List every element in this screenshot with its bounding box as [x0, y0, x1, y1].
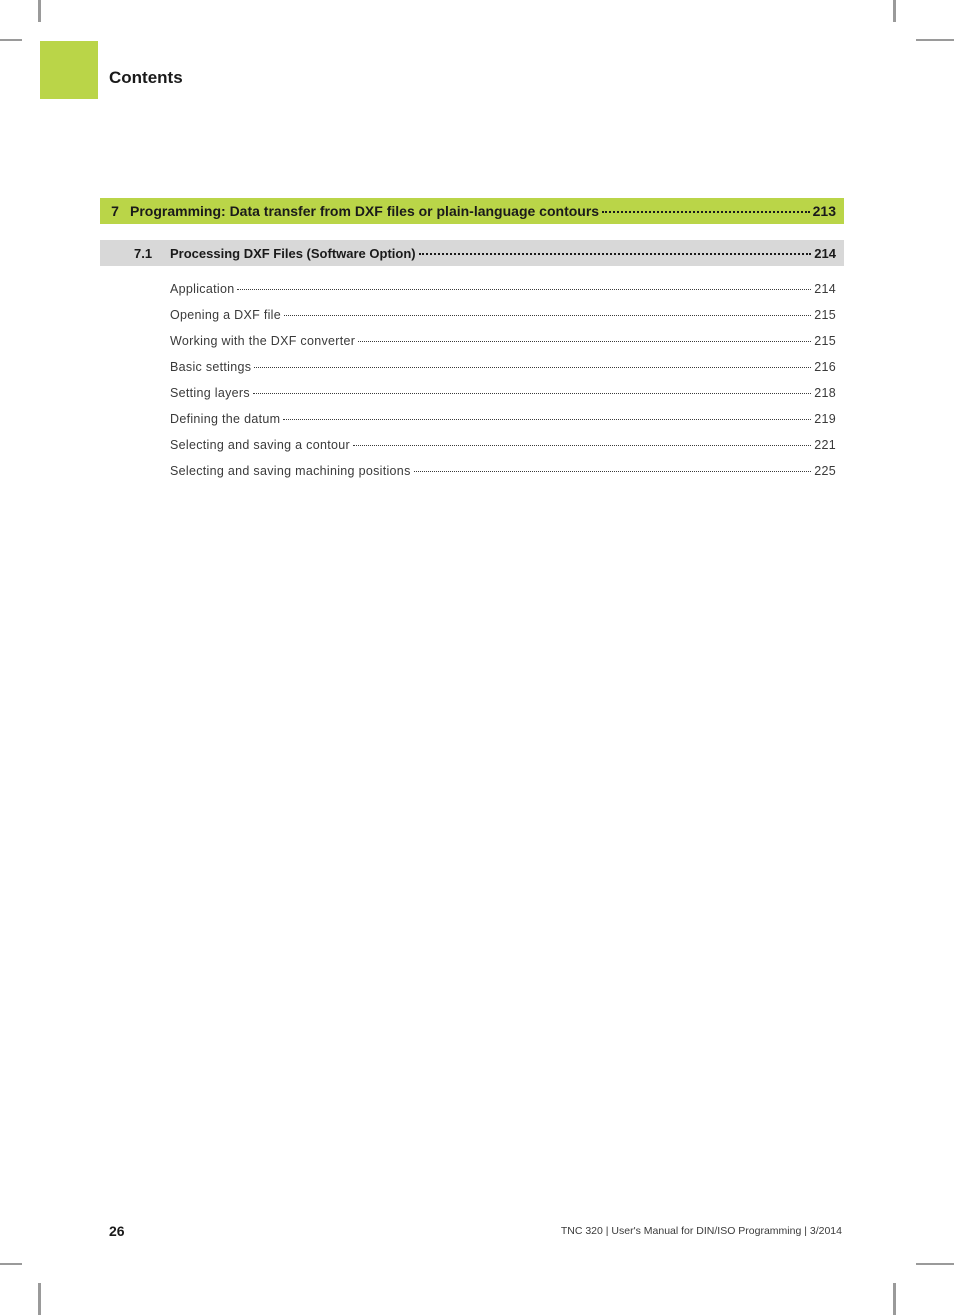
entry-page: 218 — [814, 386, 836, 400]
toc-entry: Working with the DXF converter 215 — [170, 334, 844, 348]
entry-label: Selecting and saving machining positions — [170, 464, 411, 478]
entry-page: 215 — [814, 334, 836, 348]
crop-mark — [893, 1283, 896, 1315]
section-row: 7.1 Processing DXF Files (Software Optio… — [100, 240, 844, 266]
leader-dots — [414, 471, 812, 472]
crop-mark — [916, 1263, 954, 1265]
entry-page: 221 — [814, 438, 836, 452]
entry-page: 214 — [814, 282, 836, 296]
section-page: 214 — [814, 246, 836, 261]
toc-entry: Selecting and saving a contour 221 — [170, 438, 844, 452]
entry-label: Opening a DXF file — [170, 308, 281, 322]
chapter-row: 7 Programming: Data transfer from DXF fi… — [100, 198, 844, 224]
section-title: Processing DXF Files (Software Option) 2… — [170, 246, 844, 261]
leader-dots — [254, 367, 811, 368]
leader-dots — [284, 315, 811, 316]
crop-mark — [0, 39, 22, 41]
entry-label: Application — [170, 282, 234, 296]
toc-entry: Application 214 — [170, 282, 844, 296]
leader-dots — [419, 253, 812, 255]
toc-entry: Defining the datum 219 — [170, 412, 844, 426]
leader-dots — [237, 289, 811, 290]
chapter-title-text: Programming: Data transfer from DXF file… — [130, 203, 599, 219]
crop-mark — [38, 0, 41, 22]
footer-text: TNC 320 | User's Manual for DIN/ISO Prog… — [561, 1225, 842, 1237]
chapter-title: Programming: Data transfer from DXF file… — [130, 203, 844, 219]
leader-dots — [283, 419, 811, 420]
toc-entry: Setting layers 218 — [170, 386, 844, 400]
toc-entry: Basic settings 216 — [170, 360, 844, 374]
entry-page: 219 — [814, 412, 836, 426]
entry-page: 215 — [814, 308, 836, 322]
section-title-text: Processing DXF Files (Software Option) — [170, 246, 416, 261]
accent-block — [40, 41, 98, 99]
entry-label: Basic settings — [170, 360, 251, 374]
toc-entry: Opening a DXF file 215 — [170, 308, 844, 322]
leader-dots — [253, 393, 811, 394]
toc-entry: Selecting and saving machining positions… — [170, 464, 844, 478]
crop-mark — [916, 39, 954, 41]
chapter-number: 7 — [100, 203, 130, 219]
leader-dots — [358, 341, 811, 342]
toc-content: 7 Programming: Data transfer from DXF fi… — [100, 198, 844, 490]
chapter-page: 213 — [813, 203, 836, 219]
entry-page: 216 — [814, 360, 836, 374]
entry-label: Selecting and saving a contour — [170, 438, 350, 452]
entry-page: 225 — [814, 464, 836, 478]
crop-mark — [893, 0, 896, 22]
entry-label: Setting layers — [170, 386, 250, 400]
section-number: 7.1 — [130, 246, 170, 261]
crop-mark — [38, 1283, 41, 1315]
leader-dots — [602, 211, 810, 213]
entry-label: Defining the datum — [170, 412, 280, 426]
crop-mark — [0, 1263, 22, 1265]
entry-label: Working with the DXF converter — [170, 334, 355, 348]
leader-dots — [353, 445, 811, 446]
page-number: 26 — [109, 1223, 125, 1239]
page-title: Contents — [109, 68, 183, 88]
